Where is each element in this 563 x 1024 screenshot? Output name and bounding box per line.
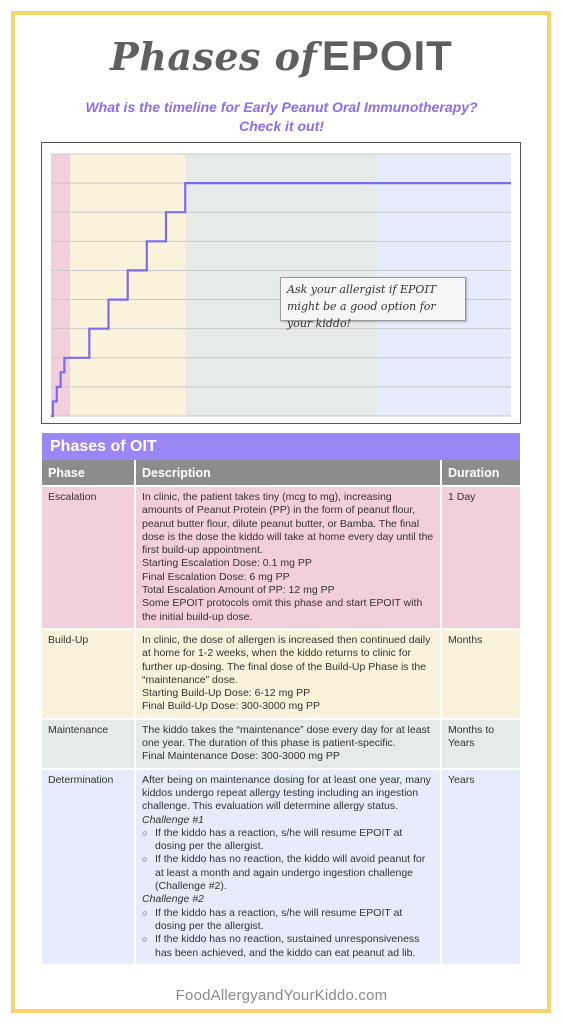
description-line: In clinic, the patient takes tiny (mcg t…	[142, 491, 434, 557]
header-description: Description	[135, 460, 442, 486]
description-cell: In clinic, the dose of allergen is incre…	[135, 627, 442, 719]
phase-cell: Build-Up	[42, 627, 136, 719]
description-line: In clinic, the dose of allergen is incre…	[142, 633, 431, 686]
timeline-chart: Ask your allergist if EPOIT might be a g…	[41, 142, 521, 424]
description-cell: In clinic, the patient takes tiny (mcg t…	[135, 485, 442, 629]
title-script: Phases of	[110, 34, 318, 79]
phase-cell: Escalation	[42, 485, 136, 629]
description-line: After being on maintenance dosing for at…	[142, 773, 431, 813]
table-header-row: Phase Description Duration	[42, 460, 520, 486]
dose-step-line	[51, 181, 511, 418]
description-line: Total Escalation Amount of PP: 12 mg PP	[142, 584, 335, 597]
bullet-text: If the kiddo has a reaction, s/he will r…	[155, 826, 403, 853]
subtitle-line-2: Check it out!	[239, 118, 324, 134]
bullet-text: If the kiddo has no reaction, sustained …	[155, 933, 420, 959]
table-row-determination: Determination After being on maintenance…	[42, 767, 520, 964]
description-line: Some EPOIT protocols omit this phase and…	[142, 597, 423, 623]
description-cell: After being on maintenance dosing for at…	[135, 767, 442, 964]
list-item: ○ If the kiddo has a reaction, s/he will …	[142, 827, 434, 854]
header-phase: Phase	[42, 460, 136, 486]
description-line: Final Escalation Dose: 6 mg PP	[142, 570, 290, 583]
table-row-maintenance: Maintenance The kiddo takes the “mainten…	[42, 717, 520, 769]
description-line: The kiddo takes the “maintenance” dose e…	[142, 723, 430, 750]
table-banner: Phases of OIT	[42, 433, 520, 460]
bullet-icon: ○	[142, 854, 148, 865]
bullet-icon: ○	[142, 827, 148, 838]
phases-table-section: Phases of OIT Phase Description Duration…	[42, 433, 520, 964]
duration-cell: 1 Day	[441, 485, 520, 629]
header-duration: Duration	[441, 460, 520, 486]
duration-cell: Years	[441, 767, 520, 964]
chart-annotation: Ask your allergist if EPOIT might be a g…	[280, 277, 466, 330]
list-item: ○ If the kiddo has a reaction, s/he will …	[142, 907, 434, 934]
bullet-text: If the kiddo has a reaction, s/he will r…	[155, 906, 403, 932]
description-cell: The kiddo takes the “maintenance” dose e…	[135, 717, 442, 769]
description-line: Final Maintenance Dose: 300-3000 mg PP	[142, 750, 340, 763]
duration-cell: Months to Years	[441, 717, 520, 769]
description-line: Starting Escalation Dose: 0.1 mg PP	[142, 557, 312, 570]
phases-table: Phase Description Duration Escalation In…	[42, 460, 520, 964]
title-bold: EPOIT	[321, 32, 453, 79]
page-title: Phases of EPOIT	[0, 32, 563, 80]
bullet-icon: ○	[142, 907, 148, 918]
subtitle-line-1: What is the timeline for Early Peanut Or…	[85, 99, 478, 115]
list-item: ○ If the kiddo has no reaction, the kiddo…	[142, 853, 434, 893]
description-line: Final Build-Up Dose: 300-3000 mg PP	[142, 700, 321, 713]
phase-cell: Maintenance	[42, 717, 136, 769]
list-item: ○ If the kiddo has no reaction, sustained…	[142, 933, 434, 960]
challenge-1-label: Challenge #1	[142, 813, 204, 826]
bullet-icon: ○	[142, 934, 148, 945]
footer-site: FoodAllergyandYourKiddo.com	[175, 987, 388, 1004]
phase-cell: Determination	[42, 767, 136, 964]
phase-band-escalation	[51, 154, 71, 416]
description-line: Starting Build-Up Dose: 6-12 mg PP	[142, 687, 311, 700]
challenge-2-label: Challenge #2	[142, 893, 204, 906]
subtitle: What is the timeline for Early Peanut Or…	[40, 98, 523, 136]
duration-cell: Months	[441, 627, 520, 719]
table-row-escalation: Escalation In clinic, the patient takes …	[42, 485, 520, 629]
table-row-build-up: Build-Up In clinic, the dose of allergen…	[42, 627, 520, 719]
bullet-text: If the kiddo has no reaction, the kiddo …	[155, 853, 426, 893]
